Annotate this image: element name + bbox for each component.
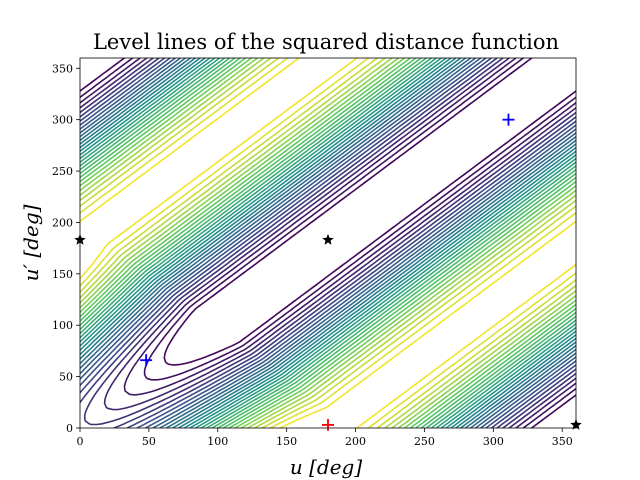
star-marker [322,233,334,245]
x-tick-label: 200 [345,435,366,448]
y-tick-label: 100 [52,319,73,332]
x-axis-label: u [deg] [290,455,362,479]
y-tick-label: 250 [52,165,73,178]
y-tick-label: 150 [52,268,73,281]
plus-marker [322,418,334,431]
y-tick-label: 50 [59,371,73,384]
x-tick-label: 100 [207,435,228,448]
y-tick-label: 0 [66,422,73,435]
contour-level [80,58,576,428]
contour-level [80,58,576,428]
x-tick-label: 250 [414,435,435,448]
contour-level [80,58,576,428]
contour-level [80,58,576,428]
y-tick-label: 200 [52,216,73,229]
chart-title: Level lines of the squared distance func… [93,30,559,54]
x-axis: 0 50 100 150 200 250 300 350 [77,428,573,448]
y-tick-label: 300 [52,114,73,127]
x-tick-label: 50 [142,435,156,448]
x-tick-label: 350 [552,435,573,448]
contour-level [80,58,576,428]
y-tick-label: 350 [52,62,73,75]
contour-level [80,58,576,428]
y-axis-label: u′ [deg] [19,204,43,281]
y-axis: 0 50 100 150 200 250 300 350 [52,62,80,435]
contour-level [80,58,576,428]
contour-level [80,58,576,428]
contour-level [80,58,576,428]
plus-marker [502,113,515,126]
x-tick-label: 150 [276,435,297,448]
contour-level [80,58,576,428]
x-tick-label: 0 [77,435,84,448]
contour-level [80,58,576,428]
contour-level [80,58,576,428]
contour-level [80,58,576,428]
contour-level [80,58,576,428]
contour-level [80,58,576,428]
plus-marker [140,354,153,367]
contour-level [80,58,576,428]
contour-level [80,58,576,428]
contour-level [80,58,576,428]
plot-frame [79,57,577,429]
contour-level [80,58,576,428]
contour-lines [80,58,576,428]
x-tick-label: 300 [483,435,504,448]
